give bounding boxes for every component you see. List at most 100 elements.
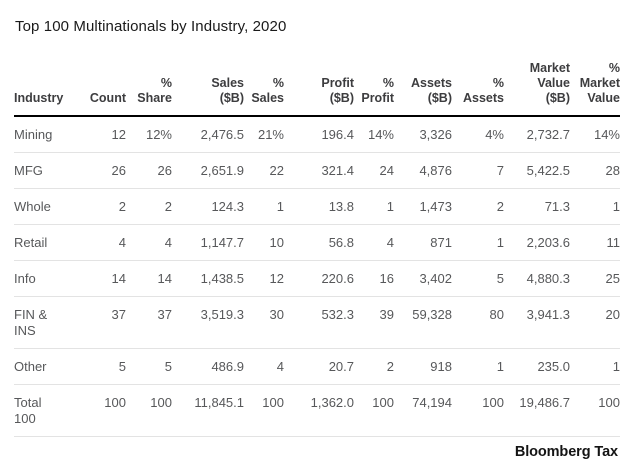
- value-cell: 37: [74, 296, 126, 349]
- value-cell: 10: [244, 224, 284, 261]
- value-cell: 14%: [570, 116, 620, 153]
- industry-cell: Other: [14, 348, 74, 385]
- industry-cell: MFG: [14, 152, 74, 189]
- value-cell: 220.6: [284, 260, 354, 297]
- value-cell: 321.4: [284, 152, 354, 189]
- value-cell: 4,880.3: [504, 260, 570, 297]
- value-cell: 22: [244, 152, 284, 189]
- value-cell: 71.3: [504, 188, 570, 225]
- value-cell: 1,147.7: [172, 224, 244, 261]
- value-cell: 11: [570, 224, 620, 261]
- value-cell: 918: [394, 348, 452, 385]
- bloomberg-tax-logo: Bloomberg Tax: [514, 444, 618, 460]
- value-cell: 3,402: [394, 260, 452, 297]
- value-cell: 12: [74, 116, 126, 153]
- industry-cell: FIN & INS: [14, 296, 74, 349]
- value-cell: 3,326: [394, 116, 452, 153]
- value-cell: 100: [244, 384, 284, 437]
- value-cell: 19,486.7: [504, 384, 570, 437]
- column-header-count: Count: [74, 61, 126, 117]
- column-header-pct-market-value: % Market Value: [570, 61, 620, 117]
- value-cell: 2: [126, 188, 172, 225]
- column-header-market-value: Market Value ($B): [504, 61, 570, 117]
- column-header-profit: Profit ($B): [284, 61, 354, 117]
- value-cell: 2: [354, 348, 394, 385]
- value-cell: 74,194: [394, 384, 452, 437]
- value-cell: 20: [570, 296, 620, 349]
- value-cell: 1: [452, 224, 504, 261]
- value-cell: 4,876: [394, 152, 452, 189]
- value-cell: 3,941.3: [504, 296, 570, 349]
- value-cell: 100: [570, 384, 620, 437]
- table-row: Whole 2 2 124.3 1 13.8 1 1,473 2 71.3 1: [14, 188, 620, 225]
- column-header-industry: Industry: [14, 61, 74, 117]
- value-cell: 7: [452, 152, 504, 189]
- value-cell: 1,438.5: [172, 260, 244, 297]
- value-cell: 486.9: [172, 348, 244, 385]
- value-cell: 1: [570, 188, 620, 225]
- value-cell: 4: [74, 224, 126, 261]
- industry-cell: Whole: [14, 188, 74, 225]
- value-cell: 100: [354, 384, 394, 437]
- column-header-sales: Sales ($B): [172, 61, 244, 117]
- value-cell: 124.3: [172, 188, 244, 225]
- value-cell: 2,732.7: [504, 116, 570, 153]
- value-cell: 20.7: [284, 348, 354, 385]
- value-cell: 5: [74, 348, 126, 385]
- value-cell: 5,422.5: [504, 152, 570, 189]
- table-body: Mining 12 12% 2,476.5 21% 196.4 14% 3,326 4% 2,73…: [14, 116, 620, 437]
- value-cell: 1: [452, 348, 504, 385]
- value-cell: 12: [244, 260, 284, 297]
- table-row: MFG 26 26 2,651.9 22 321.4 24 4,876 7 5,422.5 28: [14, 152, 620, 189]
- value-cell: 25: [570, 260, 620, 297]
- value-cell: 21%: [244, 116, 284, 153]
- value-cell: 26: [74, 152, 126, 189]
- value-cell: 1: [244, 188, 284, 225]
- value-cell: 871: [394, 224, 452, 261]
- table-row: FIN & INS 37 37 3,519.3 30 532.3 39 59,328 80 3,9…: [14, 296, 620, 349]
- value-cell: 4: [244, 348, 284, 385]
- value-cell: 3,519.3: [172, 296, 244, 349]
- value-cell: 30: [244, 296, 284, 349]
- value-cell: 532.3: [284, 296, 354, 349]
- value-cell: 4: [126, 224, 172, 261]
- value-cell: 28: [570, 152, 620, 189]
- value-cell: 196.4: [284, 116, 354, 153]
- value-cell: 2: [74, 188, 126, 225]
- industry-cell: Retail: [14, 224, 74, 261]
- value-cell: 26: [126, 152, 172, 189]
- column-header-pct-assets: % Assets: [452, 61, 504, 117]
- table-row: Retail 4 4 1,147.7 10 56.8 4 871 1 2,203.6 11: [14, 224, 620, 261]
- value-cell: 235.0: [504, 348, 570, 385]
- value-cell: 13.8: [284, 188, 354, 225]
- value-cell: 59,328: [394, 296, 452, 349]
- value-cell: 4: [354, 224, 394, 261]
- value-cell: 1,362.0: [284, 384, 354, 437]
- table-header: Industry Count % Share Sales ($B) % Sale…: [14, 61, 620, 117]
- value-cell: 1: [354, 188, 394, 225]
- industry-table: Industry Count % Share Sales ($B) % Sale…: [14, 61, 620, 437]
- value-cell: 5: [126, 348, 172, 385]
- value-cell: 16: [354, 260, 394, 297]
- value-cell: 56.8: [284, 224, 354, 261]
- value-cell: 2,476.5: [172, 116, 244, 153]
- column-header-pct-profit: % Profit: [354, 61, 394, 117]
- column-header-assets: Assets ($B): [394, 61, 452, 117]
- value-cell: 2,651.9: [172, 152, 244, 189]
- column-header-pct-share: % Share: [126, 61, 172, 117]
- value-cell: 12%: [126, 116, 172, 153]
- value-cell: 100: [126, 384, 172, 437]
- table-row: Other 5 5 486.9 4 20.7 2 918 1 235.0 1: [14, 348, 620, 385]
- table-row: Info 14 14 1,438.5 12 220.6 16 3,402 5 4,880.3 25: [14, 260, 620, 297]
- header-row: Industry Count % Share Sales ($B) % Sale…: [14, 61, 620, 117]
- value-cell: 14: [74, 260, 126, 297]
- industry-cell: Info: [14, 260, 74, 297]
- value-cell: 24: [354, 152, 394, 189]
- table-row: Total 100 100 100 11,845.1 100 1,362.0 100 74,1…: [14, 384, 620, 437]
- value-cell: 100: [452, 384, 504, 437]
- value-cell: 39: [354, 296, 394, 349]
- table-row: Mining 12 12% 2,476.5 21% 196.4 14% 3,326 4% 2,73…: [14, 116, 620, 153]
- value-cell: 37: [126, 296, 172, 349]
- value-cell: 5: [452, 260, 504, 297]
